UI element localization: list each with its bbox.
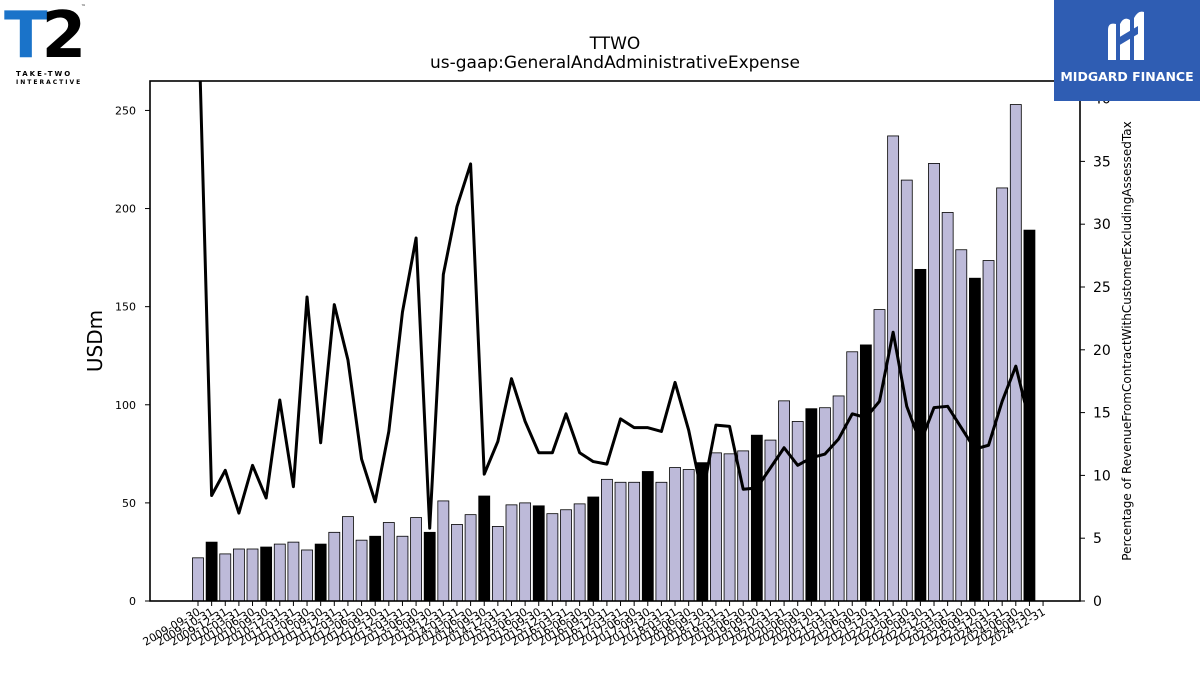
bar (791, 421, 804, 602)
bar (887, 135, 900, 602)
bar (355, 539, 368, 602)
y-tick-label: 200 (115, 203, 136, 216)
bar (410, 517, 422, 602)
y2-tick-label: 15 (1093, 406, 1111, 422)
percentage-line (198, 81, 1031, 530)
logo-line-1: TAKE-TWO (16, 70, 73, 78)
bar (723, 453, 736, 602)
bar (192, 557, 204, 602)
chart-subtitle: us-gaap:GeneralAndAdministrativeExpense (430, 53, 800, 73)
y2-tick-label: 5 (1093, 531, 1102, 547)
bar (655, 481, 668, 602)
bar (546, 513, 559, 602)
bar (928, 163, 940, 602)
bar (832, 395, 845, 602)
percentage-line-series (198, 81, 1031, 530)
bar (505, 504, 518, 602)
bar (532, 505, 545, 602)
bar (423, 531, 436, 602)
bar (232, 548, 245, 602)
bar (437, 500, 450, 602)
y2-tick-label: 25 (1093, 280, 1111, 296)
bar (205, 541, 218, 602)
take-two-logo: T2 ™ TAKE-TWO INTERACTIVE (4, 0, 88, 86)
bar (491, 526, 504, 602)
bar (342, 516, 354, 602)
bar (260, 546, 273, 602)
bar (805, 408, 818, 602)
logo-line-2: INTERACTIVE (16, 79, 83, 86)
plot-frame (149, 80, 1081, 602)
bar (396, 535, 409, 602)
bar-series (192, 104, 1036, 602)
bar (560, 509, 572, 602)
y2-tick-label: 30 (1093, 217, 1111, 233)
bar (601, 478, 613, 602)
bar (873, 309, 886, 602)
bar (628, 481, 641, 602)
bar (519, 502, 532, 602)
midgard-emblem-icon (1108, 11, 1144, 61)
midgard-name: MIDGARD FINANCE (1060, 69, 1194, 84)
bar (778, 400, 790, 602)
bar (287, 541, 300, 602)
bar (846, 351, 859, 602)
bar (710, 452, 722, 602)
bar (273, 543, 286, 602)
midgard-finance-logo: MIDGARD FINANCE (1054, 0, 1200, 101)
y2-axis-label: Percentage of RevenueFromContractWithCus… (1120, 121, 1134, 560)
bar (859, 344, 872, 602)
y-tick-label: 0 (129, 595, 136, 608)
bar (382, 522, 395, 602)
y2-tick-label: 35 (1093, 154, 1111, 170)
bar (682, 469, 695, 602)
x-axis: 2009-09-302009-10-312009-12-312010-03-31… (141, 601, 1048, 649)
bar (750, 434, 763, 602)
y-tick-label: 50 (122, 497, 136, 510)
y-axis-left: 0 50 100 150 200 250 (115, 104, 150, 608)
bar (969, 277, 981, 602)
y-tick-label: 150 (115, 301, 136, 314)
y2-tick-label: 0 (1093, 594, 1102, 610)
bar (328, 531, 341, 602)
bar (478, 495, 491, 602)
bar (587, 496, 600, 602)
y2-tick-label: 20 (1093, 343, 1111, 359)
bar (314, 543, 327, 602)
trademark-symbol: ™ (81, 4, 86, 10)
bar (369, 535, 382, 602)
t2-mark: T2 (4, 0, 86, 73)
bar (669, 467, 681, 602)
bar (451, 524, 463, 602)
bar (573, 503, 586, 602)
bar (819, 407, 831, 602)
y-axis-right: 0510152025303540 (1080, 92, 1111, 610)
y-axis-label: USDm (83, 310, 107, 372)
bar (219, 553, 232, 602)
bar (464, 514, 477, 602)
bar (246, 548, 259, 602)
y2-tick-label: 10 (1093, 468, 1111, 484)
chart-title: TTWO (589, 34, 641, 54)
bar (1009, 104, 1022, 602)
bar (614, 481, 627, 602)
y-tick-label: 100 (115, 399, 136, 412)
bar (301, 549, 313, 602)
y-tick-label: 250 (115, 104, 136, 117)
bar (641, 471, 654, 602)
